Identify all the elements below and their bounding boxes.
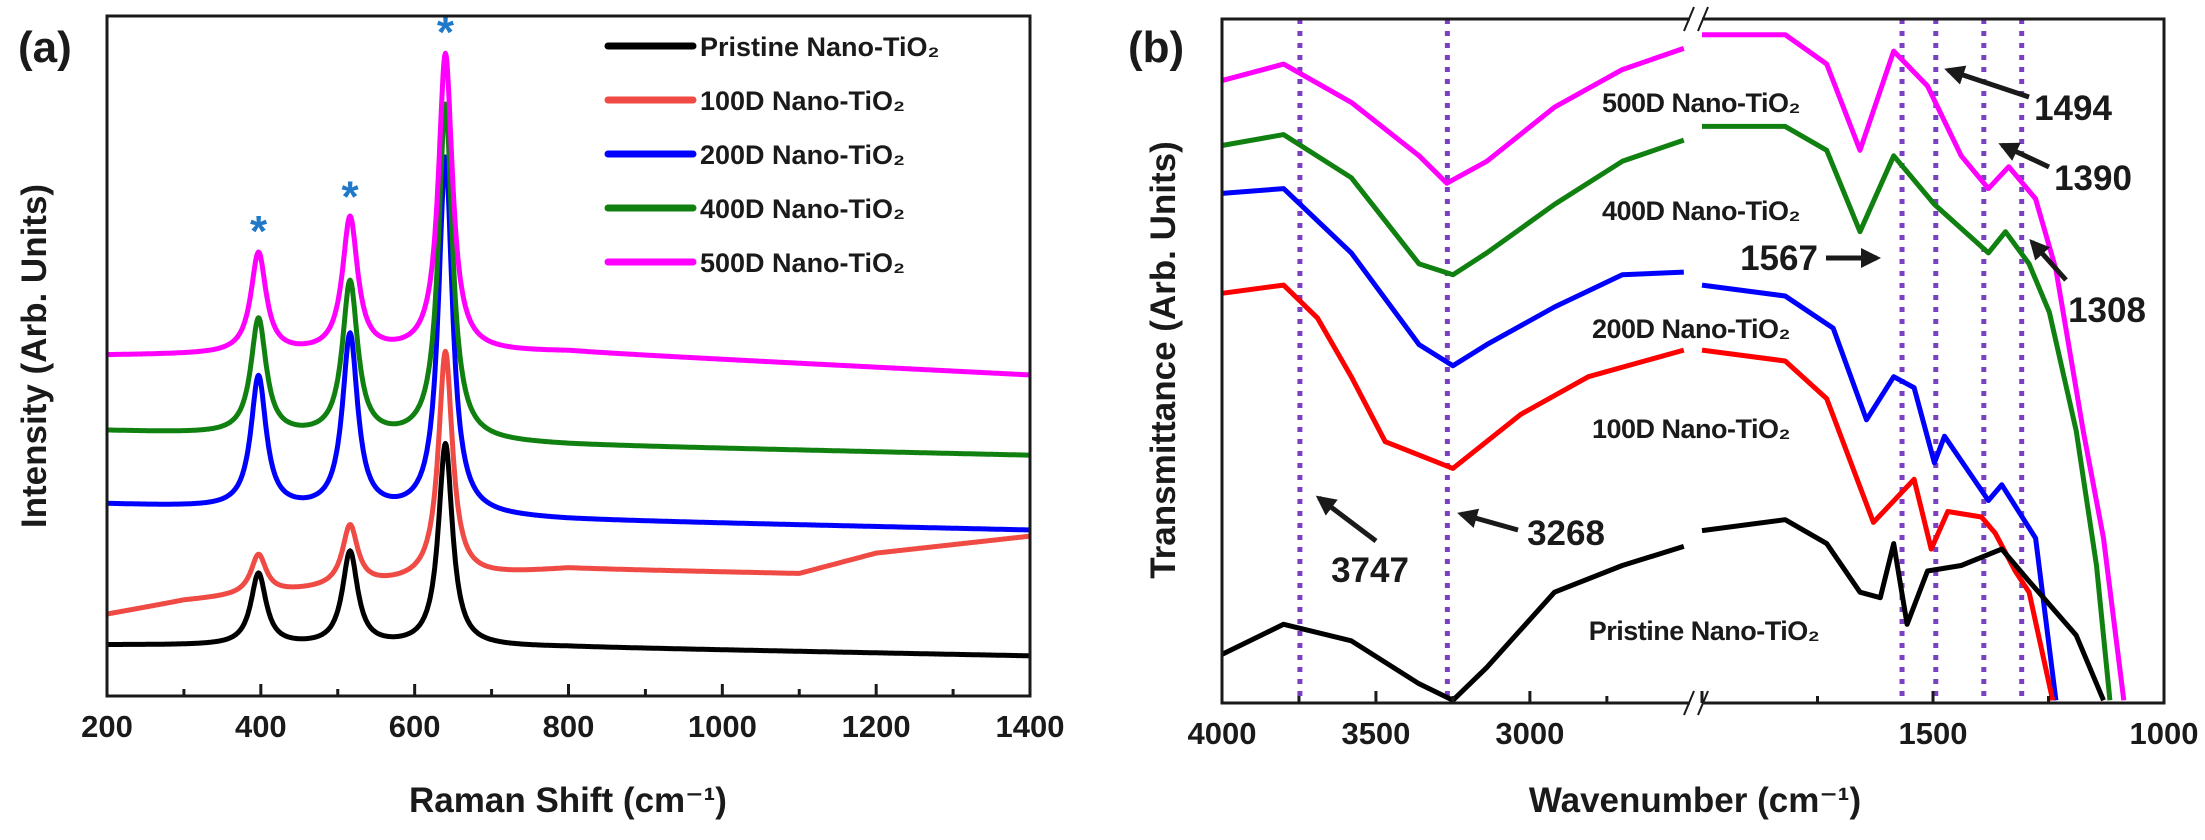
peak-asterisk-marker: * [437, 8, 455, 57]
legend-label-pristine-nano-tio: Pristine Nano-TiO₂ [700, 32, 940, 62]
series-line-100d-nano-tio [105, 348, 1032, 617]
ftir-curves [1220, 32, 2127, 703]
x-tick-label: 4000 [1188, 716, 1257, 751]
annotation-arrow-3268 [1457, 508, 1519, 533]
annotation-arrow-1390 [1998, 142, 2051, 170]
annotation-label-1494: 1494 [2034, 89, 2112, 128]
x-tick-label: 800 [543, 709, 595, 744]
series-line-200d-nano-tio [105, 154, 1032, 533]
series-line-pristine-nano-tio [1220, 517, 2106, 703]
axis-break-mark [1683, 6, 1695, 32]
x-axis-ticks-b: 4000 3500 3000 1500 1000 [1188, 691, 2199, 751]
x-axis-ticks-a: 200 400 600 800 1000 1200 1400 [81, 684, 1064, 744]
y-axis-label-a: Intensity (Arb. Units) [15, 184, 54, 528]
series-line-500d-nano-tio [105, 50, 1032, 378]
axis-break-mark [1697, 6, 1709, 32]
marker-lines [1297, 19, 2025, 703]
panel-label-a: (a) [18, 23, 72, 72]
series-line-400d-nano-tio [105, 101, 1032, 458]
axis-break-mark [1683, 690, 1695, 716]
series-line-500d-nano-tio [1221, 32, 2127, 701]
raman-curves [105, 50, 1032, 659]
axis-break-gap [1690, 5, 1702, 33]
plot-frame-a [105, 14, 1032, 698]
x-tick-label: 1200 [842, 709, 911, 744]
peak-markers: * * * [250, 8, 455, 256]
ftir-panel: (b) 4000 3500 3000 1500 1000 500D Nano-TiO₂ 4… [1128, 5, 2198, 820]
x-tick-label: 200 [81, 709, 133, 744]
y-axis-label-b: Transmittance (Arb. Units) [1144, 141, 1183, 579]
x-tick-label: 1400 [996, 709, 1065, 744]
x-tick-label: 3500 [1341, 716, 1410, 751]
peak-asterisk-marker: * [250, 207, 268, 256]
legend-label-200d-nano-tio: 200D Nano-TiO₂ [700, 140, 905, 170]
raman-panel: (a) * * * 200 400 600 800 1000 1200 1400 Raman S… [15, 8, 1064, 820]
frame-left-segment [1220, 17, 1690, 705]
peak-asterisk-marker: * [341, 172, 359, 221]
series-label-500d-nano-tio: 500D Nano-TiO₂ [1602, 88, 1800, 118]
annotation-arrow-1308 [2029, 239, 2068, 282]
legend-label-500d-nano-tio: 500D Nano-TiO₂ [700, 248, 905, 278]
series-label-100d-nano-tio: 100D Nano-TiO₂ [1592, 414, 1790, 444]
x-axis-label-a: Raman Shift (cm⁻¹) [409, 781, 727, 820]
annotation-label-3268: 3268 [1527, 514, 1605, 553]
series-label-400d-nano-tio: 400D Nano-TiO₂ [1602, 196, 1800, 226]
annotation-label-1308: 1308 [2068, 291, 2146, 330]
x-tick-label: 1000 [688, 709, 757, 744]
series-line-400d-nano-tio [1221, 123, 2113, 701]
annotation-label-1390: 1390 [2054, 159, 2132, 198]
annotation-label-3747: 3747 [1331, 551, 1409, 590]
annotation-arrow-1494 [1944, 65, 2030, 100]
peak-annotations: 3747 3268 1567 1494 1390 1308 [1315, 65, 2146, 590]
x-axis-label-b: Wavenumber (cm⁻¹) [1529, 781, 1861, 820]
series-line-pristine-nano-tio [105, 440, 1032, 659]
legend-label-100d-nano-tio: 100D Nano-TiO₂ [700, 86, 905, 116]
x-tick-label: 600 [389, 709, 441, 744]
legend-label-400d-nano-tio: 400D Nano-TiO₂ [700, 194, 905, 224]
annotation-arrow-3747 [1315, 495, 1378, 543]
x-tick-label: 1500 [1899, 716, 1968, 751]
x-tick-label: 3000 [1495, 716, 1564, 751]
x-tick-label: 400 [235, 709, 287, 744]
series-label-200d-nano-tio: 200D Nano-TiO₂ [1592, 314, 1790, 344]
series-labels: 500D Nano-TiO₂ 400D Nano-TiO₂ 200D Nano-Ti… [1589, 88, 1820, 646]
annotation-label-1567: 1567 [1740, 239, 1818, 278]
series-line-200d-nano-tio [1221, 186, 2059, 701]
x-tick-label: 1000 [2130, 716, 2199, 751]
series-line-100d-nano-tio [1221, 282, 2056, 701]
legend: Pristine Nano-TiO₂ 100D Nano-TiO₂ 200D Nan… [604, 32, 940, 278]
series-label-pristine-nano-tio: Pristine Nano-TiO₂ [1589, 616, 1820, 646]
panel-label-b: (b) [1128, 23, 1184, 72]
axis-break-gap [1690, 689, 1702, 717]
